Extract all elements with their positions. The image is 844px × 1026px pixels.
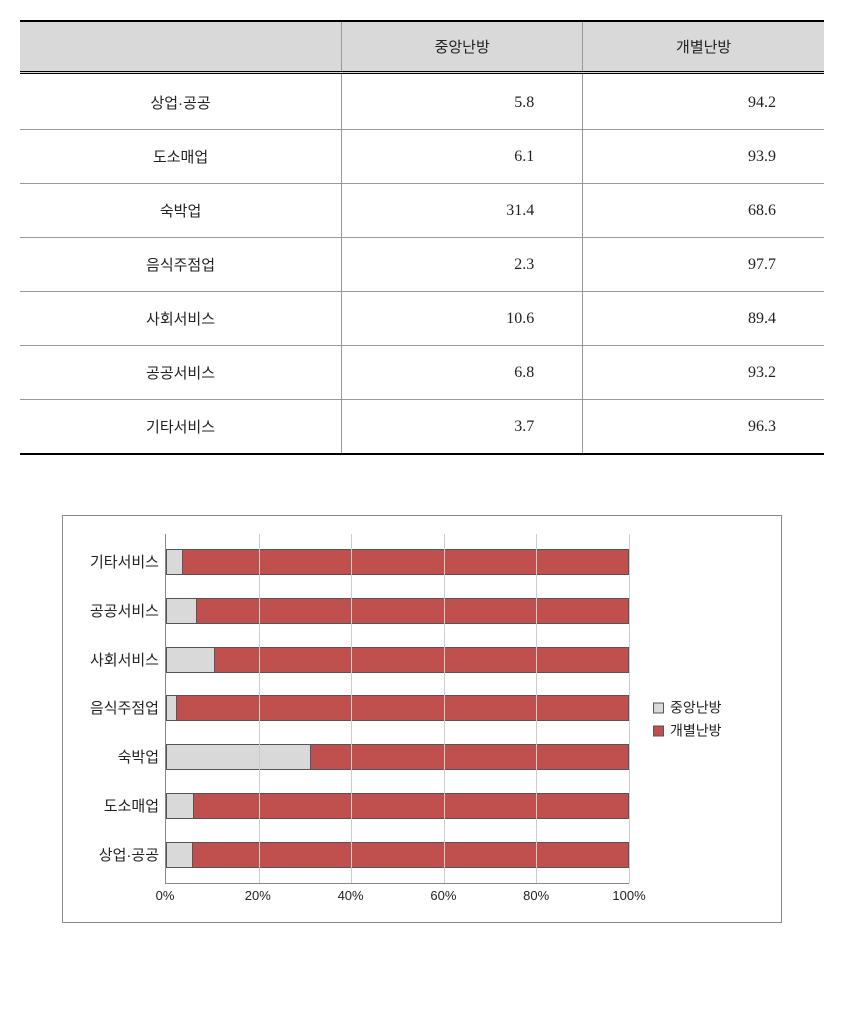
- data-table: 중앙난방 개별난방 상업·공공5.894.2도소매업6.193.9숙박업31.4…: [20, 20, 824, 455]
- chart-legend: 중앙난방 개별난방: [653, 695, 763, 744]
- gridline: [536, 534, 537, 883]
- bars-container: [166, 534, 629, 883]
- y-axis-label: 음식주점업: [75, 701, 159, 716]
- heating-table: 중앙난방 개별난방 상업·공공5.894.2도소매업6.193.9숙박업31.4…: [20, 20, 824, 455]
- row-category: 숙박업: [20, 184, 342, 238]
- row-central-value: 10.6: [342, 292, 583, 346]
- gridline: [259, 534, 260, 883]
- table-row: 상업·공공5.894.2: [20, 73, 824, 130]
- row-category: 기타서비스: [20, 400, 342, 455]
- x-tick-label: 20%: [245, 888, 271, 903]
- row-central-value: 6.1: [342, 130, 583, 184]
- bar-segment-individual: [215, 647, 629, 673]
- y-axis-label: 숙박업: [75, 750, 159, 765]
- bar-segment-individual: [311, 744, 629, 770]
- x-tick-label: 0%: [156, 888, 175, 903]
- row-individual-value: 93.9: [583, 130, 824, 184]
- y-axis-label: 기타서비스: [75, 555, 159, 570]
- plot-area: [165, 534, 629, 884]
- row-category: 공공서비스: [20, 346, 342, 400]
- table-row: 사회서비스10.689.4: [20, 292, 824, 346]
- legend-swatch-central: [653, 702, 664, 713]
- bar-row: [166, 842, 629, 868]
- row-individual-value: 94.2: [583, 73, 824, 130]
- col-header-blank: [20, 21, 342, 73]
- y-axis-label: 사회서비스: [75, 653, 159, 668]
- row-individual-value: 93.2: [583, 346, 824, 400]
- row-individual-value: 68.6: [583, 184, 824, 238]
- row-central-value: 5.8: [342, 73, 583, 130]
- legend-swatch-individual: [653, 725, 664, 736]
- x-tick-label: 100%: [612, 888, 645, 903]
- bar-row: [166, 744, 629, 770]
- bar-segment-individual: [177, 695, 629, 721]
- row-central-value: 3.7: [342, 400, 583, 455]
- table-header-row: 중앙난방 개별난방: [20, 21, 824, 73]
- x-tick-label: 40%: [338, 888, 364, 903]
- bar-row: [166, 793, 629, 819]
- row-category: 도소매업: [20, 130, 342, 184]
- x-tick-label: 80%: [523, 888, 549, 903]
- col-header-individual: 개별난방: [583, 21, 824, 73]
- y-axis-labels: 기타서비스공공서비스사회서비스음식주점업숙박업도소매업상업·공공: [75, 534, 165, 884]
- bar-row: [166, 549, 629, 575]
- bar-row: [166, 598, 629, 624]
- col-header-central: 중앙난방: [342, 21, 583, 73]
- bar-segment-central: [166, 598, 197, 624]
- gridline: [629, 534, 630, 883]
- bar-segment-central: [166, 647, 215, 673]
- table-row: 기타서비스3.796.3: [20, 400, 824, 455]
- row-central-value: 6.8: [342, 346, 583, 400]
- bar-segment-individual: [197, 598, 629, 624]
- bar-segment-central: [166, 744, 311, 770]
- y-axis-label: 공공서비스: [75, 604, 159, 619]
- x-tick-label: 60%: [430, 888, 456, 903]
- row-central-value: 2.3: [342, 238, 583, 292]
- gridline: [351, 534, 352, 883]
- bar-segment-central: [166, 793, 194, 819]
- row-central-value: 31.4: [342, 184, 583, 238]
- bar-segment-central: [166, 695, 177, 721]
- bar-segment-central: [166, 842, 193, 868]
- y-axis-label: 도소매업: [75, 799, 159, 814]
- bar-row: [166, 647, 629, 673]
- heating-chart: 기타서비스공공서비스사회서비스음식주점업숙박업도소매업상업·공공 0% 20% 40…: [62, 515, 782, 923]
- bar-segment-central: [166, 549, 183, 575]
- row-category: 상업·공공: [20, 73, 342, 130]
- legend-item-central: 중앙난방: [653, 698, 763, 718]
- legend-label-central: 중앙난방: [670, 698, 722, 718]
- x-axis: 0%20%40%60%80%100%: [165, 884, 629, 908]
- row-individual-value: 96.3: [583, 400, 824, 455]
- row-individual-value: 89.4: [583, 292, 824, 346]
- row-individual-value: 97.7: [583, 238, 824, 292]
- bar-row: [166, 695, 629, 721]
- x-tick-container: 0%20%40%60%80%100%: [165, 884, 629, 908]
- table-row: 도소매업6.193.9: [20, 130, 824, 184]
- row-category: 음식주점업: [20, 238, 342, 292]
- y-axis-label: 상업·공공: [75, 848, 159, 863]
- row-category: 사회서비스: [20, 292, 342, 346]
- table-row: 공공서비스6.893.2: [20, 346, 824, 400]
- legend-label-individual: 개별난방: [670, 721, 722, 741]
- gridline: [444, 534, 445, 883]
- table-row: 숙박업31.468.6: [20, 184, 824, 238]
- legend-item-individual: 개별난방: [653, 721, 763, 741]
- table-row: 음식주점업2.397.7: [20, 238, 824, 292]
- bar-segment-individual: [183, 549, 629, 575]
